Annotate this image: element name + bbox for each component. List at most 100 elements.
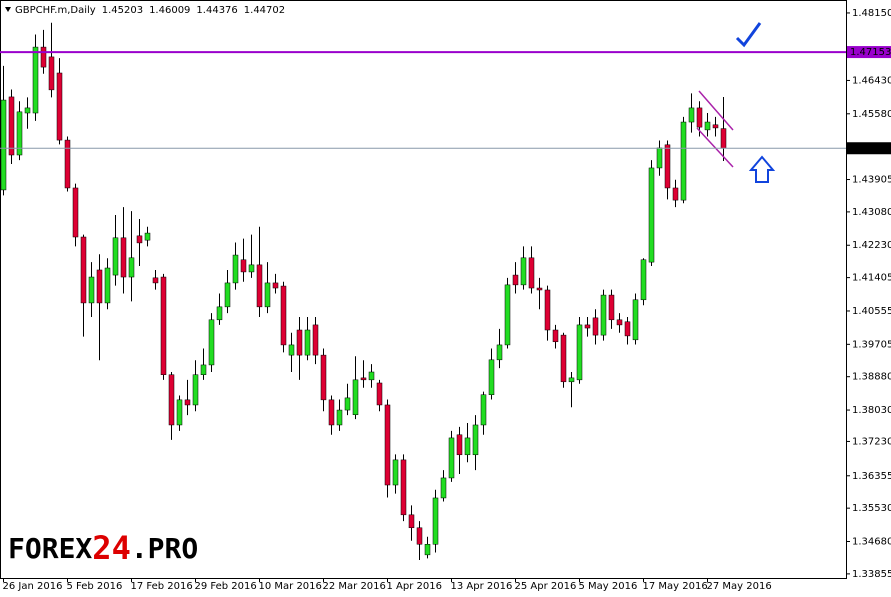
candle-body bbox=[240, 259, 247, 273]
candle-body bbox=[400, 459, 407, 516]
candle-body bbox=[504, 284, 511, 346]
candle-body bbox=[128, 257, 135, 278]
candle-body bbox=[8, 96, 15, 156]
y-tick-label: 1.43080 bbox=[852, 207, 891, 218]
candle-body bbox=[408, 514, 415, 529]
candle-body bbox=[120, 237, 127, 278]
candle-body bbox=[288, 344, 295, 356]
candle-body bbox=[448, 437, 455, 479]
x-tick-label: 13 Apr 2016 bbox=[451, 581, 513, 592]
candle-body bbox=[80, 236, 87, 304]
candle-body bbox=[40, 46, 47, 68]
symbol-icon bbox=[5, 7, 11, 12]
candle-body bbox=[656, 147, 663, 169]
candle-body bbox=[176, 399, 183, 426]
y-tick-label: 1.42230 bbox=[852, 240, 891, 251]
x-tick-label: 17 Feb 2016 bbox=[131, 581, 193, 592]
candle-body bbox=[456, 434, 463, 456]
candle-body bbox=[480, 394, 487, 426]
candle-body bbox=[296, 329, 303, 356]
x-tick-label: 17 May 2016 bbox=[643, 581, 708, 592]
candle-body bbox=[88, 276, 95, 304]
candle-body bbox=[608, 294, 615, 321]
candle-body bbox=[520, 257, 527, 286]
y-tick-label: 1.36355 bbox=[852, 471, 891, 482]
candle-body bbox=[224, 282, 231, 308]
header-value: 1.44376 bbox=[196, 5, 237, 16]
y-tick-label: 1.34680 bbox=[852, 537, 891, 548]
candle-body bbox=[616, 319, 623, 326]
x-tick-label: 10 Mar 2016 bbox=[259, 581, 322, 592]
x-tick-label: 27 May 2016 bbox=[707, 581, 772, 592]
candle-body bbox=[16, 111, 23, 156]
candle-body bbox=[264, 282, 271, 308]
y-tick-label: 1.33855 bbox=[852, 569, 891, 580]
x-tick-label: 5 May 2016 bbox=[579, 581, 638, 592]
watermark: FOREX24.PRO bbox=[8, 529, 198, 567]
candle-body bbox=[232, 254, 239, 284]
candle-body bbox=[168, 374, 175, 426]
candle-body bbox=[552, 329, 559, 343]
header: GBPCHF.m,Daily 1.45203 1.46009 1.44376 1.447… bbox=[15, 5, 285, 16]
candle-body bbox=[200, 364, 207, 375]
candle-body bbox=[368, 371, 375, 381]
candle-body bbox=[376, 382, 383, 406]
candle-body bbox=[280, 285, 287, 346]
candle-body bbox=[672, 187, 679, 201]
candle-body bbox=[584, 324, 591, 329]
candle-body bbox=[392, 459, 399, 486]
candle-body bbox=[112, 237, 119, 276]
candle-body bbox=[248, 264, 255, 273]
candle-body bbox=[336, 409, 343, 426]
y-tick-label: 1.35530 bbox=[852, 503, 891, 514]
candle-body bbox=[104, 267, 111, 304]
candle-body bbox=[272, 282, 279, 289]
candle-body bbox=[568, 377, 575, 383]
candle-body bbox=[208, 319, 215, 366]
symbol: GBPCHF.m,Daily bbox=[15, 5, 96, 16]
check-mark bbox=[735, 22, 762, 48]
logo-part: FOREX bbox=[8, 532, 92, 565]
candle-body bbox=[512, 274, 519, 286]
candle-body bbox=[488, 359, 495, 396]
candle-body bbox=[664, 144, 671, 189]
candle-body bbox=[136, 235, 143, 244]
candle-body bbox=[464, 437, 471, 456]
candle-body bbox=[344, 397, 351, 411]
candle-body bbox=[528, 257, 535, 289]
candle-body bbox=[704, 121, 711, 131]
candle-body bbox=[0, 99, 7, 191]
candle-body bbox=[440, 477, 447, 499]
candle-body bbox=[720, 128, 727, 149]
candle-body bbox=[216, 306, 223, 321]
plot-frame bbox=[0, 0, 847, 579]
candle-body bbox=[624, 321, 631, 337]
x-tick-label: 5 Feb 2016 bbox=[67, 581, 123, 592]
y-tick-label: 1.38880 bbox=[852, 372, 891, 383]
header-value: 1.45203 bbox=[102, 5, 143, 16]
candle-body bbox=[592, 317, 599, 336]
price-box bbox=[847, 46, 891, 59]
candle-body bbox=[56, 72, 63, 141]
candle-body bbox=[152, 277, 159, 284]
y-tick-label: 1.43905 bbox=[852, 175, 891, 186]
candle-body bbox=[320, 354, 327, 401]
y-tick-label: 1.40555 bbox=[852, 306, 891, 317]
x-tick-label: 25 Apr 2016 bbox=[515, 581, 577, 592]
header-value: 1.46009 bbox=[149, 5, 190, 16]
candle-body bbox=[328, 399, 335, 426]
candle-body bbox=[560, 334, 567, 383]
candle-body bbox=[632, 299, 639, 341]
candle-body bbox=[48, 56, 55, 91]
candle-body bbox=[160, 276, 167, 375]
y-tick-label: 1.39705 bbox=[852, 339, 891, 350]
candle-body bbox=[184, 399, 191, 406]
x-tick-label: 1 Apr 2016 bbox=[387, 581, 442, 592]
price-box bbox=[847, 142, 891, 155]
candle-body bbox=[576, 324, 583, 381]
candle-body bbox=[96, 269, 103, 304]
candle-body bbox=[304, 329, 311, 356]
candle-body bbox=[352, 379, 359, 416]
